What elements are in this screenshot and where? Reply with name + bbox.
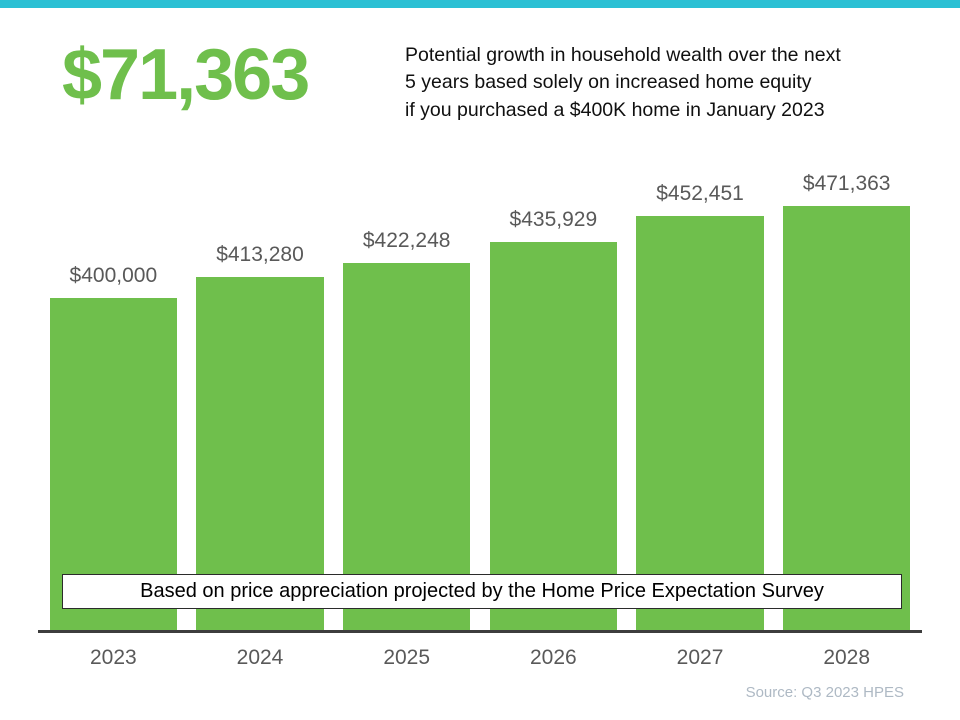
bar-value-label: $471,363 [802, 172, 891, 195]
bar-column-2023: $400,000 [40, 172, 187, 630]
headline-amount: $71,363 [62, 35, 310, 115]
bar-2027 [636, 216, 764, 630]
source-credit: Source: Q3 2023 HPES [745, 684, 904, 701]
x-tick-label-2028: 2028 [823, 646, 871, 669]
x-axis-line [38, 630, 922, 633]
x-tick-label-2026: 2026 [529, 646, 577, 669]
x-axis-tick-labels: 2023 2024 2025 2026 2027 2028 [40, 646, 920, 670]
description-line-3: if you purchased a $400K home in January… [405, 98, 825, 121]
bar-value-label: $452,451 [656, 182, 744, 205]
bar-value-label: $422,248 [362, 229, 451, 252]
bar-2026 [489, 242, 618, 630]
x-tick-label-2023: 2023 [89, 646, 137, 669]
top-accent-bar [0, 0, 960, 8]
bar-column-2026: $435,929 [480, 172, 627, 630]
bar-chart: $400,000 $413,280 $422,248 $435,929 $452,451… [40, 172, 920, 630]
banner-note: Based on price appreciation projected by… [62, 574, 902, 609]
bar-column-2027: $452,451 [627, 172, 774, 630]
x-tick-label-2027: 2027 [676, 646, 724, 669]
bar-value-label: $413,280 [216, 243, 304, 266]
bar-2025 [342, 263, 471, 630]
x-tick-label-2024: 2024 [236, 646, 284, 669]
bar-column-2024: $413,280 [187, 172, 334, 630]
bar-2024 [196, 277, 324, 630]
description-line-2: 5 years based solely on increased home e… [405, 71, 812, 94]
description-text: Potential growth in household wealth ove… [405, 42, 841, 124]
bar-column-2028: $471,363 [773, 172, 920, 630]
bar-value-label: $400,000 [69, 264, 158, 287]
bar-column-2025: $422,248 [333, 172, 480, 630]
bar-2028 [782, 206, 911, 630]
description-line-1: Potential growth in household wealth ove… [405, 44, 841, 66]
bar-value-label: $435,929 [509, 208, 598, 231]
x-tick-label-2025: 2025 [383, 646, 431, 669]
